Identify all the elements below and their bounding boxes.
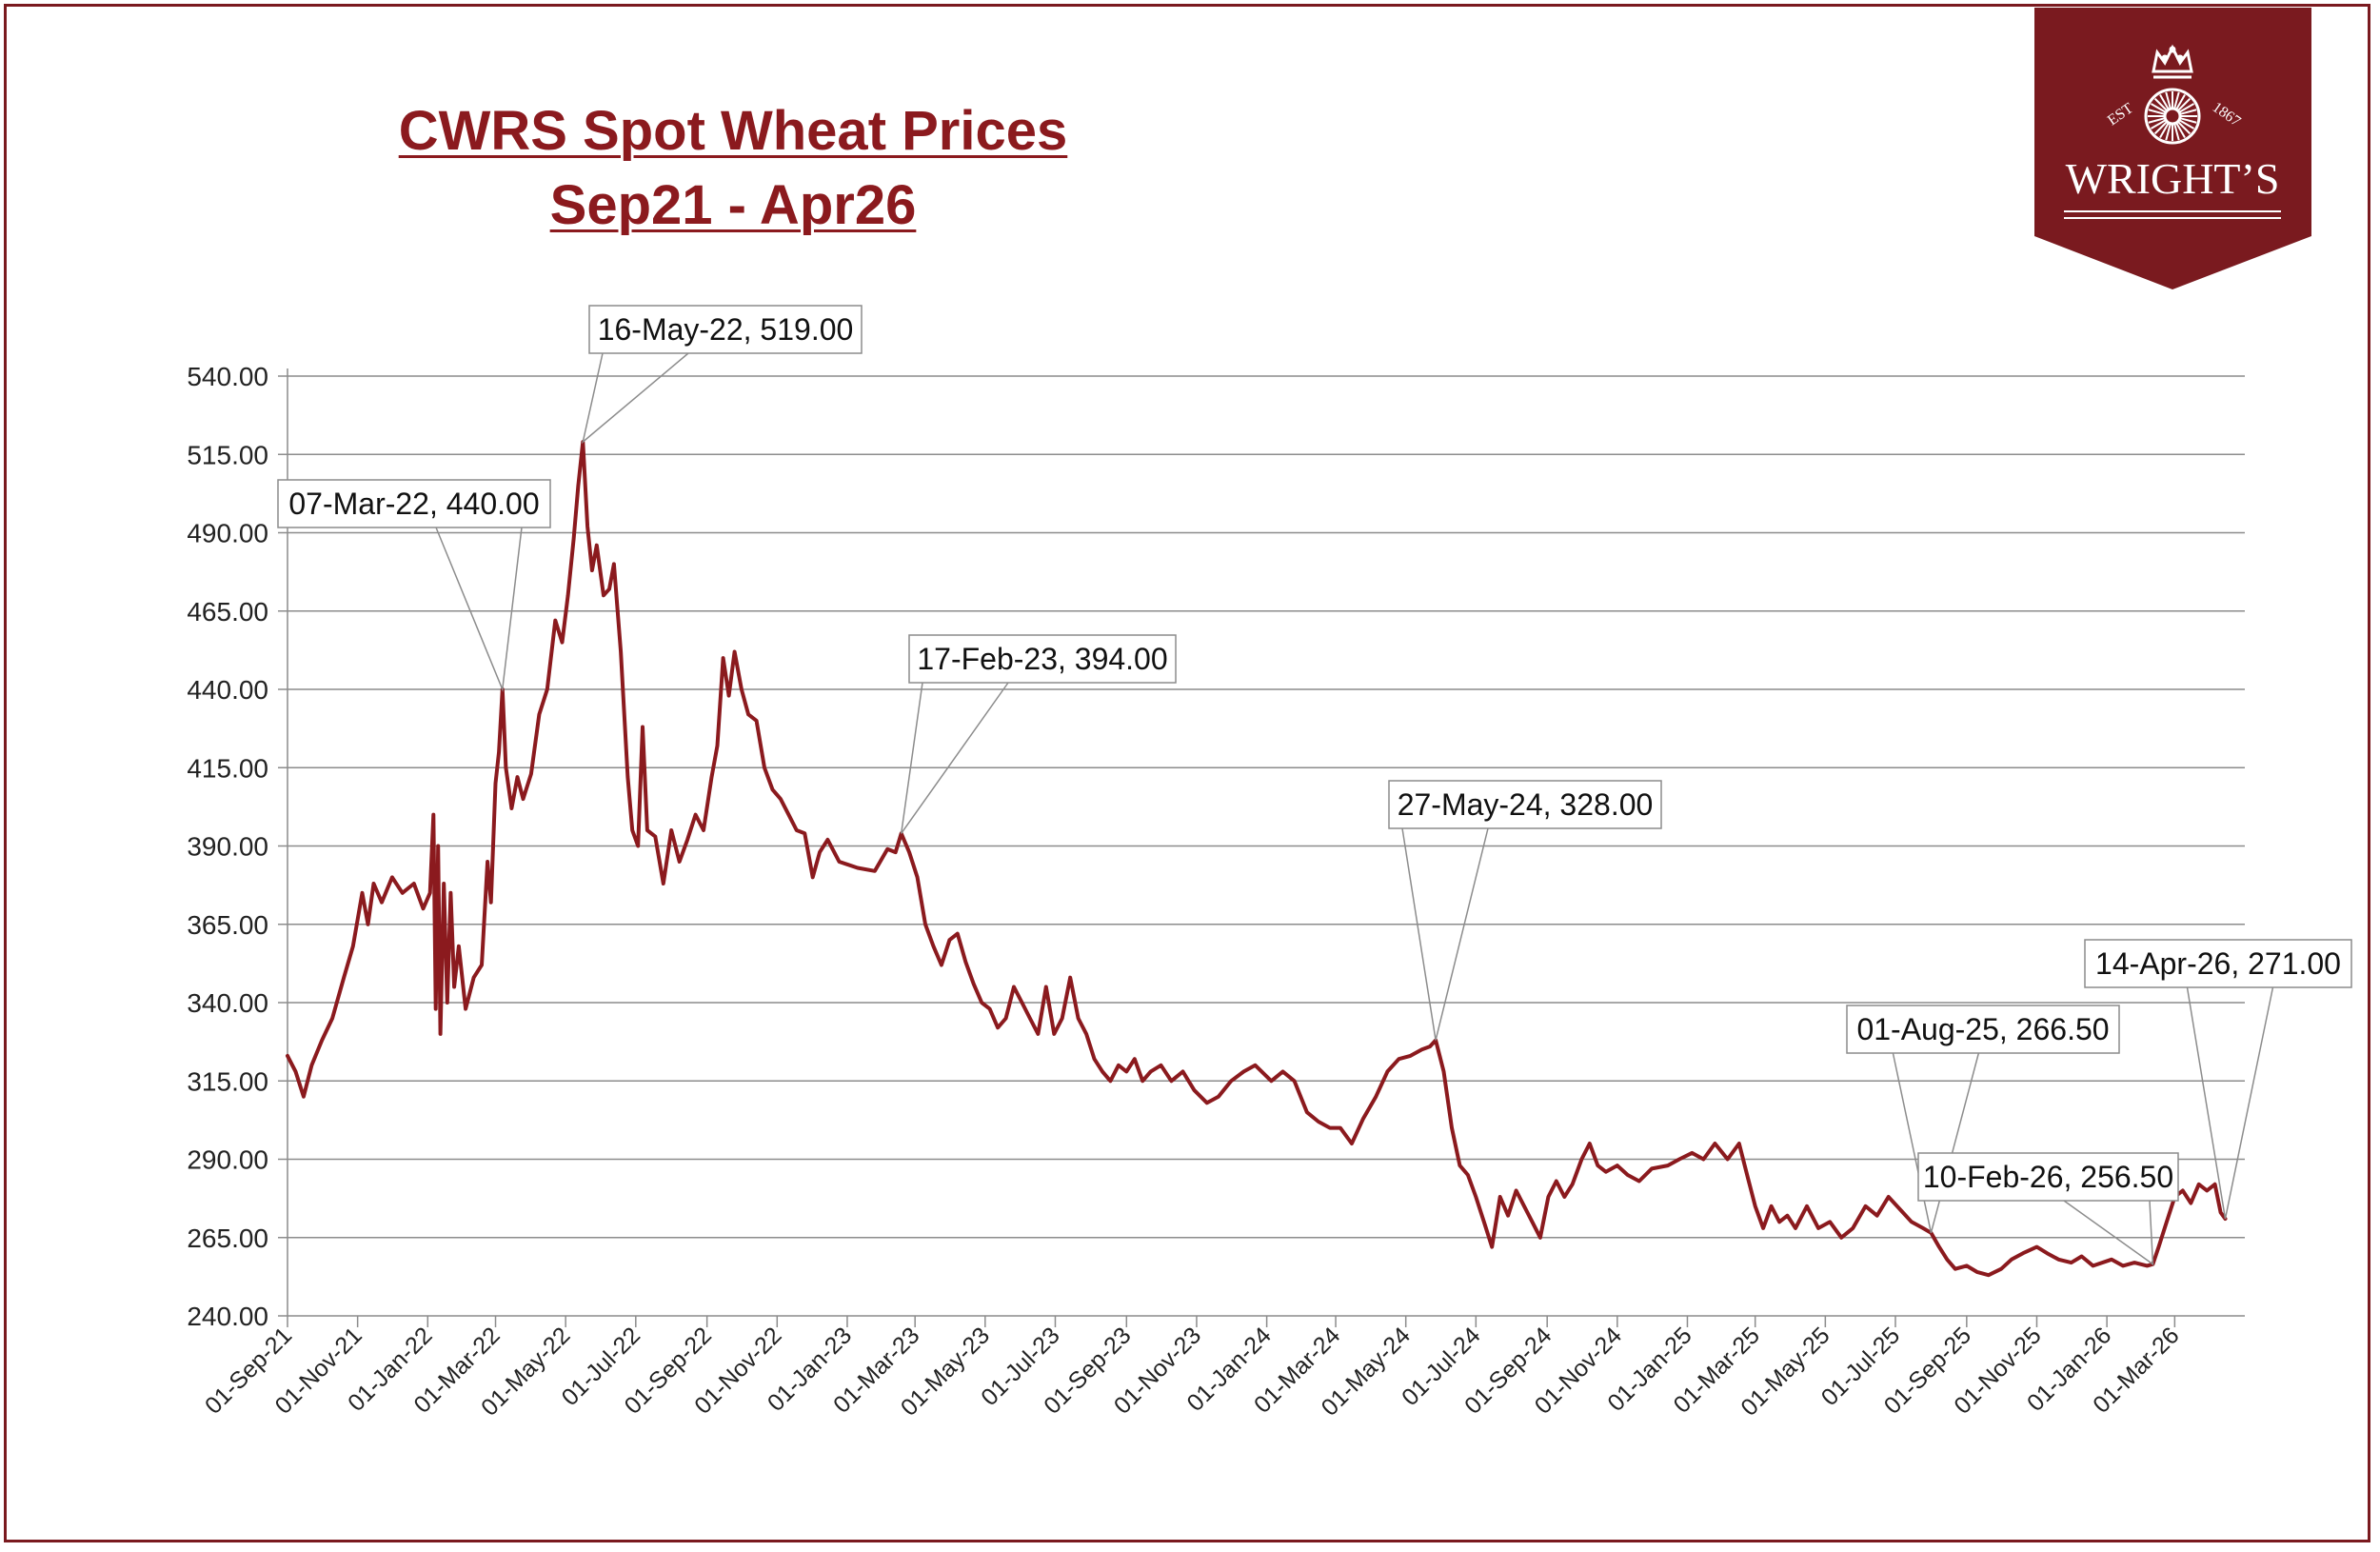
y-tick-label: 415.00 [187, 753, 268, 783]
wheel-spoke [2173, 91, 2180, 109]
gridlines [288, 375, 2245, 1239]
data-callout: 17-Feb-23, 394.00 [900, 634, 1177, 834]
y-tick-label: 315.00 [187, 1066, 268, 1096]
callout-label: 07-Mar-22, 440.00 [288, 487, 539, 521]
wheel-spoke [2175, 93, 2186, 109]
crown-icon [2152, 44, 2193, 79]
wheel-spoke [2148, 109, 2165, 115]
y-tick-label: 540.00 [187, 362, 268, 391]
y-tick-label: 465.00 [187, 597, 268, 627]
callout-box [277, 479, 551, 528]
y-tick-label: 265.00 [187, 1224, 268, 1253]
y-tick-label: 365.00 [187, 910, 268, 940]
y-tick-label: 390.00 [187, 832, 268, 862]
wheel-spoke [2148, 117, 2165, 124]
callout-label: 01-Aug-25, 266.50 [1856, 1012, 2109, 1046]
series-layer [286, 440, 2228, 1278]
callout-box [908, 634, 1177, 684]
wheel-spoke [2175, 123, 2186, 139]
callout-label: 10-Feb-26, 256.50 [1923, 1160, 2173, 1194]
wheel-spoke [2177, 121, 2192, 135]
callout-box [1388, 780, 1662, 829]
annotation-layer: 07-Mar-22, 440.00 16-May-22, 519.00 17-Feb… [277, 305, 2352, 1266]
wheel-spoke [2165, 91, 2172, 109]
wheel-spoke [2159, 93, 2170, 109]
callout-box [2084, 939, 2352, 988]
data-callout: 16-May-22, 519.00 [582, 305, 863, 445]
callout-label: 16-May-22, 519.00 [598, 312, 854, 347]
callout-box [1846, 1005, 2120, 1054]
data-callout: 14-Apr-26, 271.00 [2084, 939, 2352, 1220]
callout-leader [2063, 1200, 2154, 1266]
wheel-spoke [2180, 117, 2197, 124]
data-callout: 01-Aug-25, 266.50 [1846, 1005, 2120, 1234]
wheel-spoke [2179, 103, 2195, 113]
y-tick-label: 515.00 [187, 440, 268, 469]
callout-label: 17-Feb-23, 394.00 [917, 642, 1167, 676]
y-tick-label: 290.00 [187, 1145, 268, 1175]
y-axis-tick-labels: 240.00 265.00 290.00 315.00 340.00 365.00 390.… [187, 362, 268, 1331]
wheel-spoke [2153, 121, 2168, 135]
series-line [286, 440, 2228, 1278]
data-callout: 27-May-24, 328.00 [1388, 780, 1662, 1041]
wrights-logo: EST 1867 WRIGHT’S [2034, 8, 2311, 289]
callout-leader [1401, 827, 1489, 1041]
y-tick-label: 490.00 [187, 519, 268, 548]
data-callout: 10-Feb-26, 256.50 [1917, 1152, 2179, 1266]
callout-leader [435, 527, 523, 692]
data-callout: 07-Mar-22, 440.00 [277, 479, 551, 692]
wheel-spoke [2173, 124, 2180, 141]
callout-box [588, 305, 863, 354]
callout-leader [900, 682, 1009, 834]
wheel-spoke [2180, 109, 2197, 115]
wheel-spoke [2159, 123, 2170, 139]
callout-leader [582, 352, 689, 445]
callout-leader [1892, 1052, 1980, 1234]
y-tick-label: 440.00 [187, 675, 268, 705]
logo-brand: WRIGHT’S [2066, 154, 2280, 203]
y-tick-label: 340.00 [187, 988, 268, 1018]
wheel-emblem-icon [2144, 88, 2201, 145]
x-axis-tick-labels: 01-Sep-2101-Nov-2101-Jan-2201-Mar-2201-M… [200, 1322, 2185, 1421]
wheel-spoke [2153, 97, 2168, 111]
callout-box [1917, 1152, 2179, 1202]
wheel-spoke [2179, 119, 2195, 129]
chart-subtitle: Sep21 - Apr26 [549, 174, 917, 236]
wheel-spoke [2150, 119, 2166, 129]
y-tick-label: 240.00 [187, 1302, 268, 1331]
chart-frame [4, 4, 2370, 1542]
callout-leader [2186, 986, 2274, 1220]
wheel-spoke [2177, 97, 2192, 111]
callout-label: 27-May-24, 328.00 [1398, 787, 1654, 822]
chart-title: CWRS Spot Wheat Prices [398, 100, 1068, 162]
wheel-spoke [2150, 103, 2166, 113]
callout-label: 14-Apr-26, 271.00 [2095, 946, 2341, 981]
wheel-spoke [2165, 124, 2172, 141]
